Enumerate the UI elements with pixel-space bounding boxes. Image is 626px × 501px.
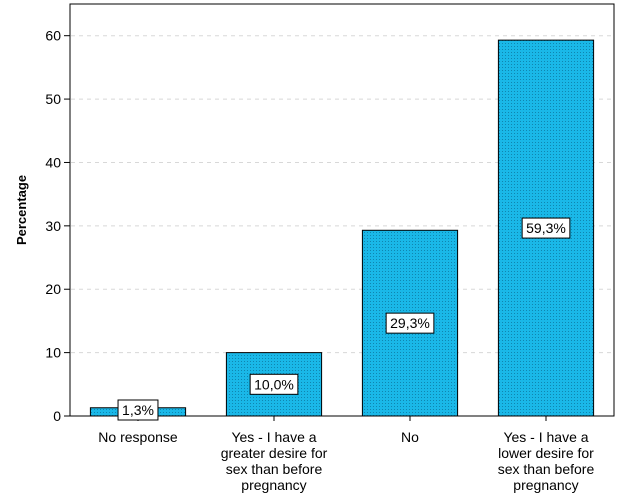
x-tick-label-line: lower desire for: [498, 445, 594, 461]
x-tick-label-line: No response: [98, 429, 178, 445]
data-label-box: [249, 373, 299, 395]
x-tick-label: No: [401, 429, 419, 445]
y-tick-label: 40: [45, 154, 61, 170]
data-label-text: 1,3%: [122, 402, 154, 418]
x-tick-label-line: pregnancy: [241, 477, 306, 493]
x-tick-label-line: Yes - I have a: [231, 429, 316, 445]
y-tick-label: 60: [45, 28, 61, 44]
x-tick-label-line: Yes - I have a: [503, 429, 588, 445]
data-label-text: 29,3%: [390, 315, 430, 331]
x-tick-label-line: No: [401, 429, 419, 445]
y-axis: 0 10 20 30 40 50 60: [45, 28, 70, 424]
data-label-text: 10,0%: [254, 376, 294, 392]
y-axis-title: Percentage: [14, 175, 29, 245]
data-label-box: [385, 312, 435, 334]
y-tick-label: 50: [45, 91, 61, 107]
x-tick-label: Yes - I have a lower desire for sex than b…: [498, 429, 595, 493]
y-tick-label: 0: [53, 408, 61, 424]
x-tick-label-line: sex than before: [226, 461, 323, 477]
data-label: 29,3%: [385, 312, 435, 334]
data-label-box: [521, 217, 571, 239]
x-tick-label-line: pregnancy: [513, 477, 578, 493]
y-tick-label: 30: [45, 218, 61, 234]
data-label: 1,3%: [117, 399, 159, 421]
x-tick-label: Yes - I have a greater desire for sex than…: [221, 429, 328, 493]
data-label-text: 59,3%: [526, 220, 566, 236]
data-label: 10,0%: [249, 373, 299, 395]
data-label: 59,3%: [521, 217, 571, 239]
data-labels: 1,3% 10,0% 29,3% 59,3%: [117, 217, 571, 421]
y-tick-label: 20: [45, 281, 61, 297]
data-label-box: [117, 399, 159, 421]
x-tick-label-line: sex than before: [498, 461, 595, 477]
y-tick-label: 10: [45, 345, 61, 361]
x-tick-label: No response: [98, 429, 178, 445]
x-axis: No response Yes - I have a greater desire …: [98, 416, 594, 493]
x-tick-label-line: greater desire for: [221, 445, 328, 461]
